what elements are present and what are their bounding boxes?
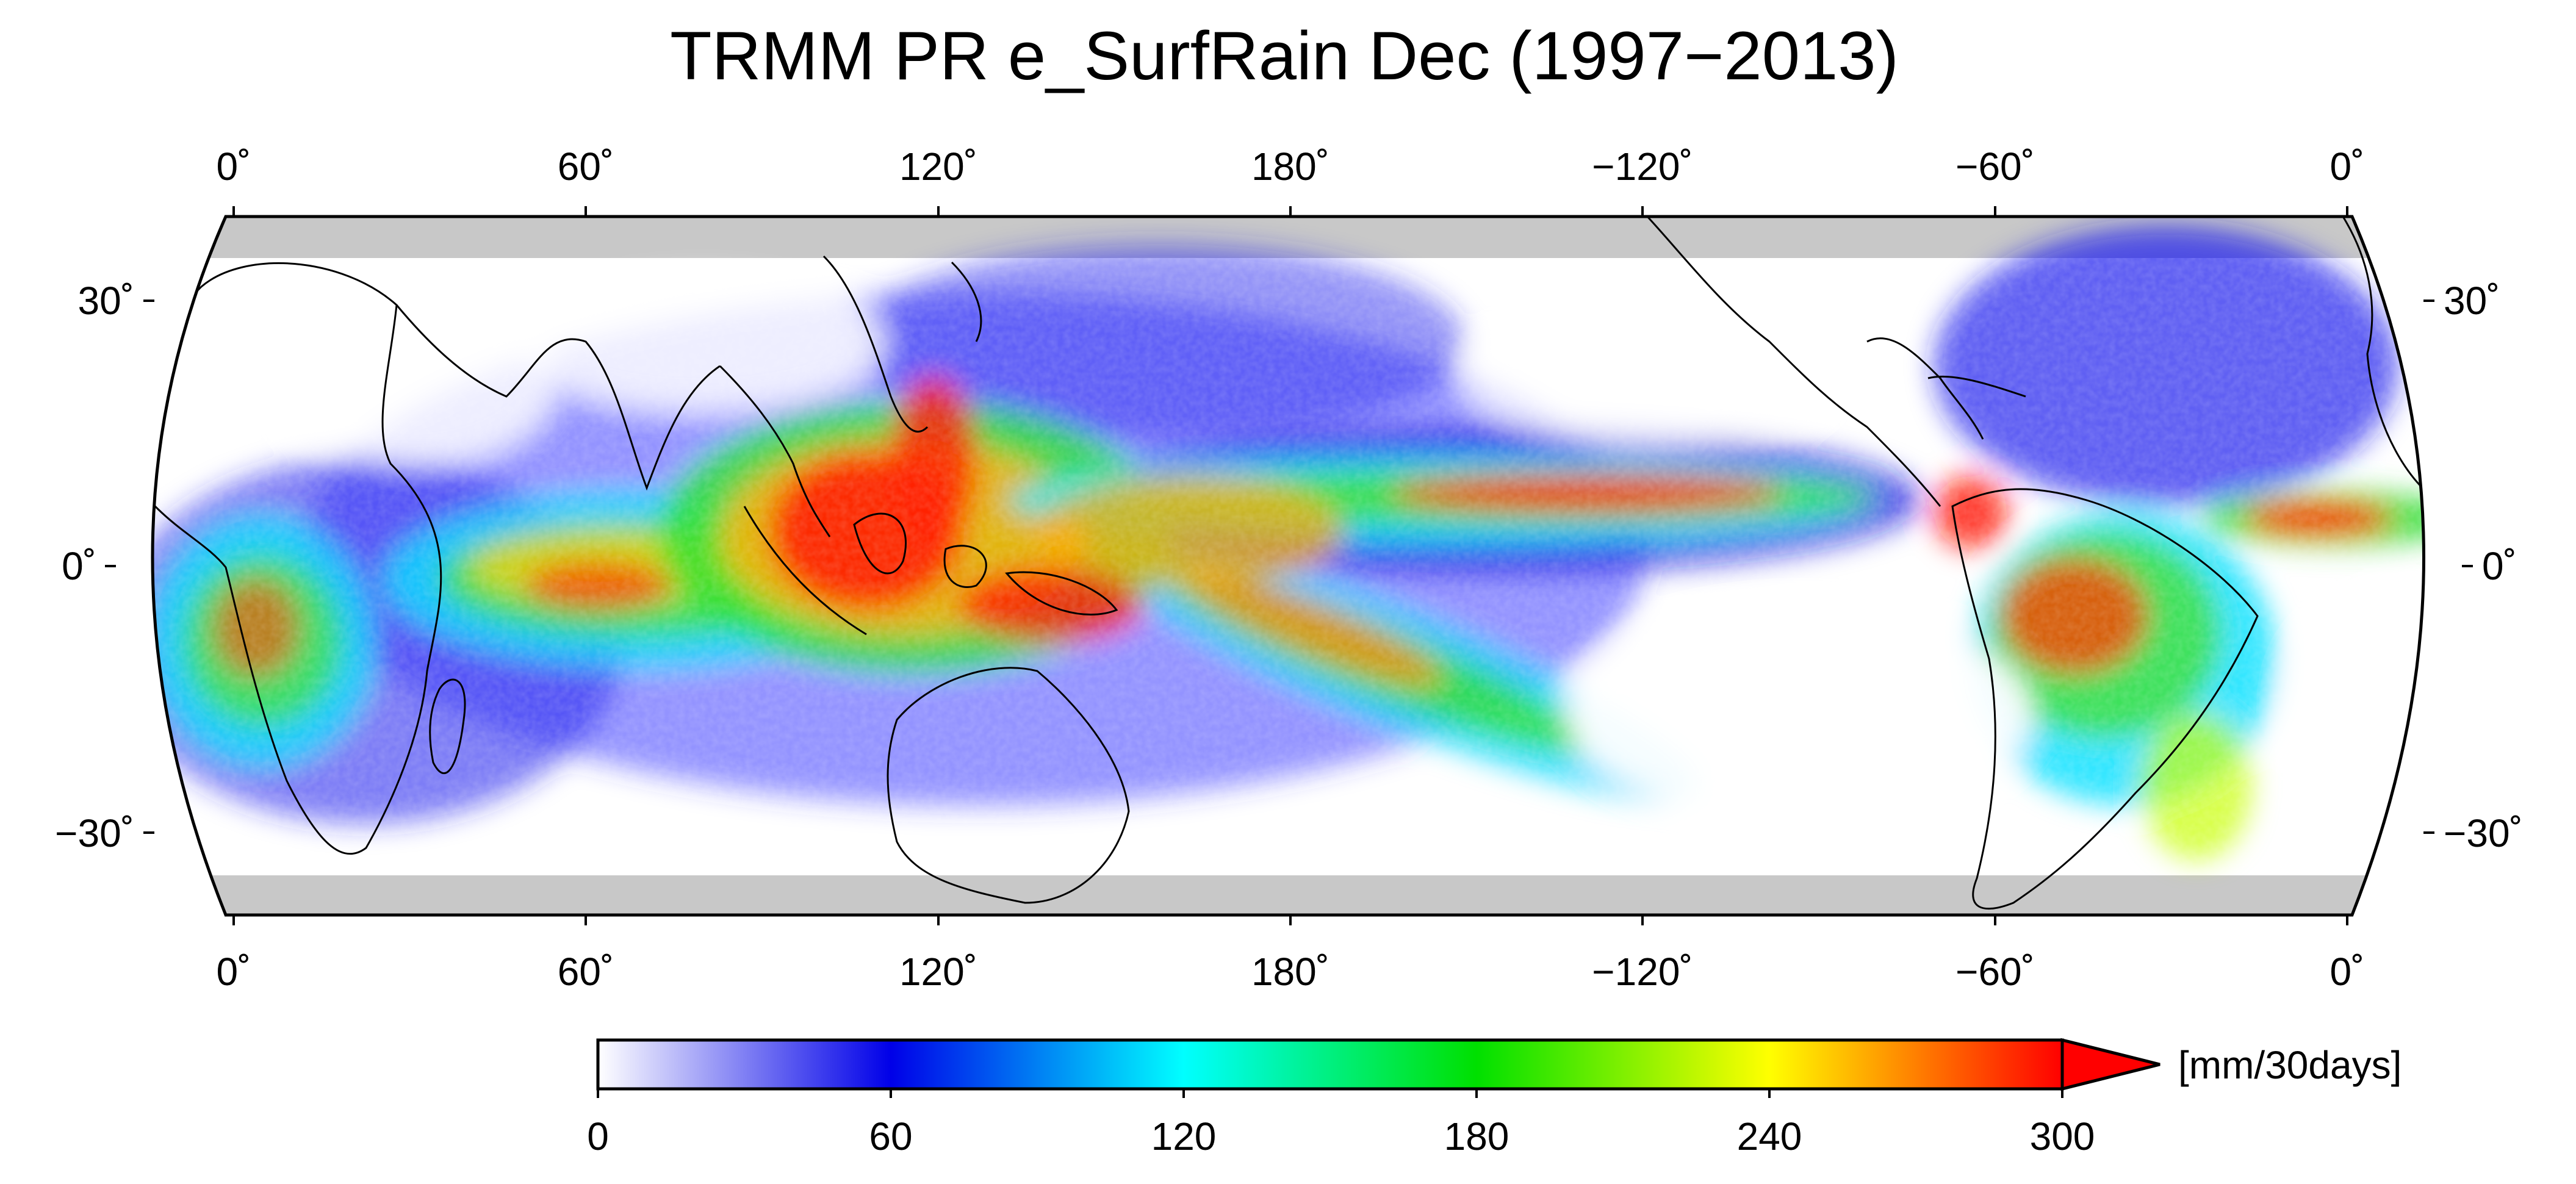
lat-label: −30˚ — [2444, 811, 2523, 855]
colorbar-tick-label: 180 — [1444, 1114, 1509, 1158]
lon-label: −60˚ — [1955, 145, 2035, 188]
lat-label: 0˚ — [62, 544, 96, 588]
colorbar-tick-label: 300 — [2030, 1114, 2095, 1158]
rain-field — [153, 217, 2424, 915]
colorbar-tick-labels: 0 60 120 180 240 300 — [587, 1114, 2095, 1158]
lon-label: 60˚ — [558, 145, 614, 188]
lat-labels-right: 30˚ 0˚ −30˚ — [2444, 279, 2523, 855]
lat-label: −30˚ — [55, 811, 134, 855]
map: 0˚ 60˚ 120˚ 180˚ −120˚ −60˚ 0˚ 0˚ 60˚ 12… — [55, 145, 2523, 994]
colorbar-extend-arrow — [2060, 1038, 2160, 1091]
colorbar-tick-label: 60 — [869, 1114, 912, 1158]
lat-label: 0˚ — [2482, 544, 2517, 588]
colorbar: 0 60 120 180 240 300 [mm/30days] — [587, 1038, 2402, 1158]
lon-label: 60˚ — [558, 950, 614, 994]
lon-label: 120˚ — [899, 950, 977, 994]
no-data-band-south — [153, 875, 2424, 915]
lon-labels-bottom: 0˚ 60˚ 120˚ 180˚ −120˚ −60˚ 0˚ — [217, 950, 2365, 994]
lon-label: −60˚ — [1955, 950, 2035, 994]
lon-labels-top: 0˚ 60˚ 120˚ 180˚ −120˚ −60˚ 0˚ — [217, 145, 2365, 188]
lon-label: 0˚ — [217, 950, 251, 994]
lon-ticks — [232, 206, 2348, 925]
colorbar-tick-label: 0 — [587, 1114, 609, 1158]
lon-label: 180˚ — [1251, 145, 1329, 188]
colorbar-tick-label: 240 — [1737, 1114, 1802, 1158]
figure-title: TRMM PR e_SurfRain Dec (1997−2013) — [670, 18, 1899, 94]
colorbar-ticks — [597, 1089, 2063, 1098]
colorbar-unit: [mm/30days] — [2178, 1043, 2402, 1087]
coastlines — [153, 217, 2424, 910]
lon-label: 0˚ — [2330, 145, 2365, 188]
lat-label: 30˚ — [2444, 279, 2500, 323]
lon-label: 0˚ — [217, 145, 251, 188]
map-frame — [151, 215, 2425, 917]
lon-label: −120˚ — [1592, 950, 1693, 994]
lat-ticks — [105, 300, 2473, 834]
colorbar-tick-label: 120 — [1151, 1114, 1217, 1158]
lat-labels-left: 30˚ 0˚ −30˚ — [55, 279, 134, 855]
lat-label: 30˚ — [78, 279, 135, 323]
lon-label: 180˚ — [1251, 950, 1329, 994]
lon-label: 120˚ — [899, 145, 977, 188]
lon-label: 0˚ — [2330, 950, 2365, 994]
colorbar-gradient — [596, 1038, 2064, 1091]
lon-label: −120˚ — [1592, 145, 1693, 188]
